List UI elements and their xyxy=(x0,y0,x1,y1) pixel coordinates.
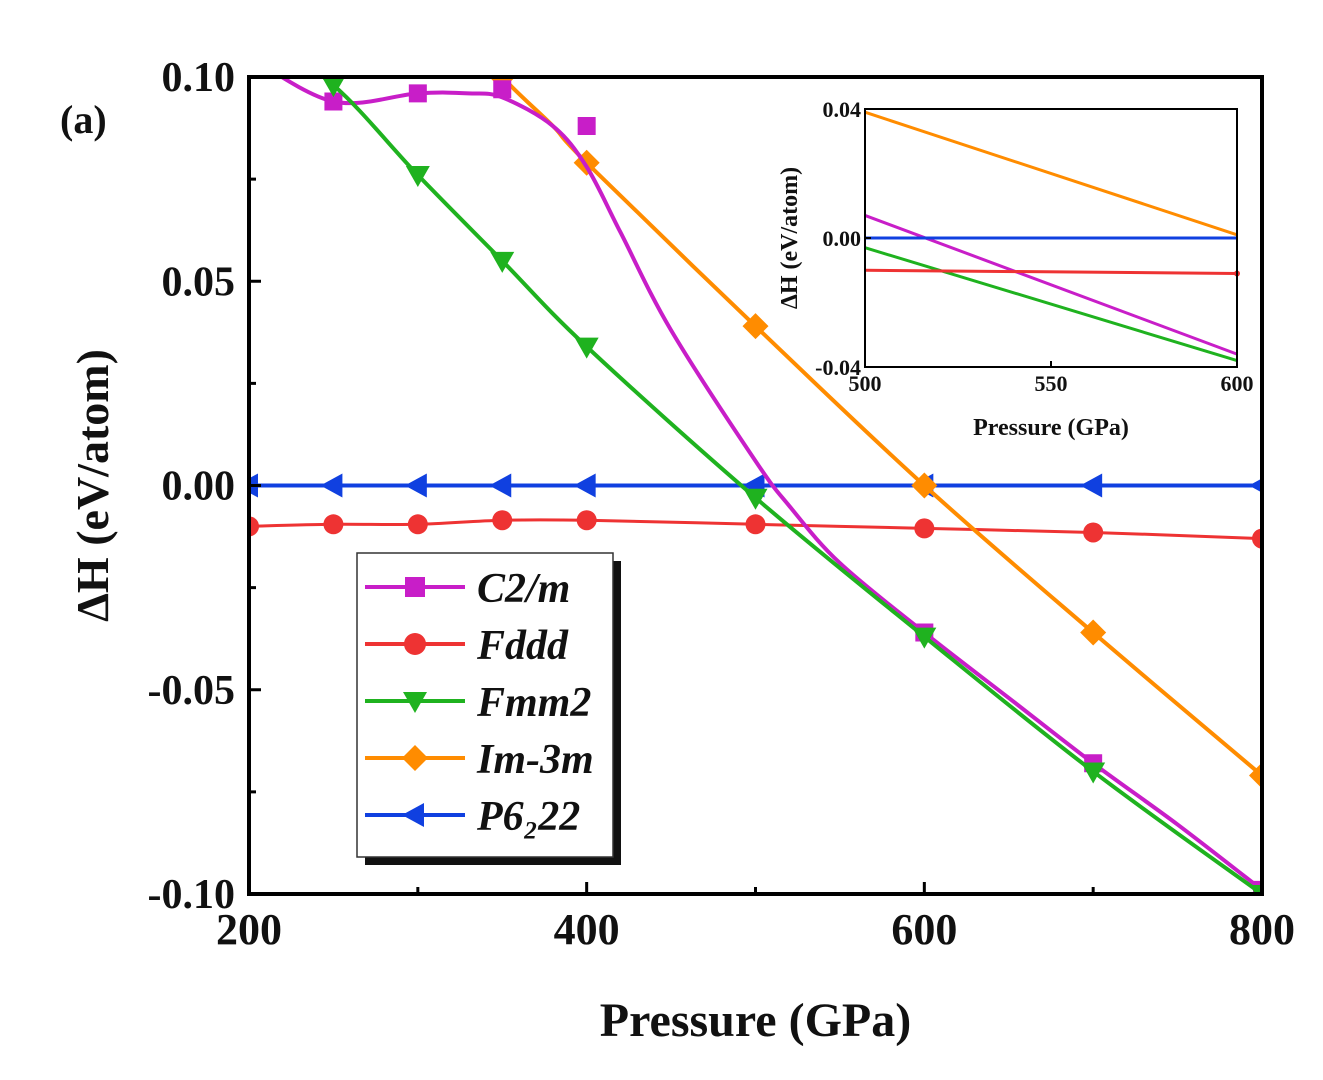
marker-fddd-600 xyxy=(914,518,935,539)
legend-label-fmm2: Fmm2 xyxy=(476,680,591,726)
marker-fddd-250 xyxy=(323,514,344,535)
x-tick-label-400: 400 xyxy=(554,905,620,954)
y-tick-label-0-10: 0.10 xyxy=(162,55,236,101)
marker-fddd-700 xyxy=(1083,522,1104,543)
marker-im-3m-500 xyxy=(742,313,769,340)
inset-series-im-3m xyxy=(864,110,1238,237)
marker-p6-22-700 xyxy=(1080,473,1103,498)
y-tick-label--0-05: -0.05 xyxy=(148,668,236,714)
marker-p6-22-800 xyxy=(1249,478,1262,493)
marker-c2-m-400 xyxy=(577,117,596,136)
marker-fmm2-500 xyxy=(743,488,768,510)
y-axis-title: ΔH (eV/atom) xyxy=(67,349,118,622)
inset-x-tick-label-550: 550 xyxy=(1035,371,1068,396)
series-line-fddd xyxy=(249,518,1262,541)
marker-fmm2-600 xyxy=(912,627,937,649)
series-line-fmm2 xyxy=(320,77,1262,894)
marker-c2-m-250 xyxy=(324,92,343,111)
marker-p6-22-250 xyxy=(320,473,343,498)
x-axis-title: Pressure (GPa) xyxy=(600,994,911,1047)
legend-entry-im-3m: Im-3m xyxy=(365,737,594,783)
inset-y-axis-title: ΔH (eV/atom) xyxy=(777,167,803,309)
marker-fddd-200 xyxy=(249,516,259,537)
marker-fmm2-350 xyxy=(490,251,515,273)
marker-fmm2-800 xyxy=(1250,885,1262,894)
legend-box xyxy=(356,552,614,858)
marker-p6-22-350 xyxy=(489,473,512,498)
marker-fmm2-250 xyxy=(321,77,345,98)
series-fddd xyxy=(249,510,1262,549)
marker-fddd-400 xyxy=(576,510,597,531)
marker-p6-22-300 xyxy=(404,473,427,498)
legend-label-p6-22: P6₂22 xyxy=(476,794,580,840)
inset-y-tick-label-0-04: 0.04 xyxy=(823,97,862,122)
legend-marker-p6-22 xyxy=(402,803,424,827)
marker-p6-22-400 xyxy=(573,473,596,498)
y-tick-label-0-05: 0.05 xyxy=(162,259,236,305)
series-im-3m xyxy=(489,77,1262,789)
marker-im-3m-700 xyxy=(1080,619,1107,646)
inset-plot: 500 550 600 0.04 0.00 -0.04 Pressure (GPa) ΔH (… xyxy=(777,97,1254,441)
inset-series-fmm2 xyxy=(864,246,1238,362)
inset-x-tick-label-500: 500 xyxy=(849,371,882,396)
legend-marker-fddd xyxy=(404,633,426,655)
inset-y-tick-label--0-04: -0.04 xyxy=(815,355,861,380)
marker-fddd-300 xyxy=(407,514,428,535)
x-tick-label-800: 800 xyxy=(1229,905,1295,954)
marker-fddd-800 xyxy=(1252,528,1262,549)
inset-y-tick-label-0-00: 0.00 xyxy=(823,226,862,251)
main-plot: 200 400 600 800 0.10 0.05 0.00 -0.05 -0.10 Pressu… xyxy=(67,55,1295,1047)
legend-label-fddd: Fddd xyxy=(476,623,569,669)
plot-area xyxy=(249,77,1262,894)
marker-fmm2-700 xyxy=(1081,762,1106,784)
inset-series-fddd xyxy=(864,268,1238,275)
y-tick-label-0-00: 0.00 xyxy=(162,464,236,510)
marker-c2-m-350 xyxy=(493,80,512,99)
marker-im-3m-800 xyxy=(1249,762,1262,789)
marker-fddd-350 xyxy=(492,510,513,531)
marker-fmm2-400 xyxy=(574,337,599,359)
series-fmm2 xyxy=(320,77,1262,894)
x-tick-label-200: 200 xyxy=(216,905,282,954)
y-tick-label--0-10: -0.10 xyxy=(148,872,236,918)
marker-fddd-500 xyxy=(745,514,766,535)
x-tick-label-600: 600 xyxy=(891,905,957,954)
legend-label-c2-m: C2/m xyxy=(477,566,570,612)
legend: C2/m Fddd Fmm2 Im-3m P6₂22 xyxy=(356,552,621,865)
legend-marker-fmm2 xyxy=(403,692,427,713)
marker-fmm2-300 xyxy=(405,166,430,188)
inset-x-axis-title: Pressure (GPa) xyxy=(973,415,1129,441)
legend-entry-fmm2: Fmm2 xyxy=(365,680,591,726)
inset-x-tick-label-600: 600 xyxy=(1221,371,1254,396)
marker-im-3m-600 xyxy=(911,472,938,499)
marker-c2-m-300 xyxy=(408,84,427,103)
legend-entry-fddd: Fddd xyxy=(365,623,569,669)
legend-entry-c2-m: C2/m xyxy=(365,566,570,612)
panel-label: (a) xyxy=(60,97,107,142)
series-line-c2-m xyxy=(277,77,1262,892)
legend-entry-p6-22: P6₂22 xyxy=(365,794,580,840)
legend-marker-c2-m xyxy=(405,577,425,597)
legend-label-im-3m: Im-3m xyxy=(476,737,594,783)
legend-marker-im-3m xyxy=(402,745,428,771)
